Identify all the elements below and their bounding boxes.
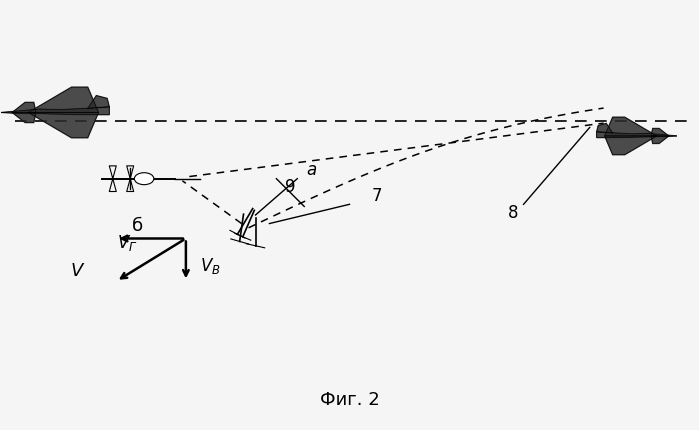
Text: 8: 8: [508, 204, 519, 222]
Polygon shape: [651, 129, 669, 136]
Polygon shape: [29, 113, 99, 138]
Text: $V_{Г}$: $V_{Г}$: [117, 233, 137, 253]
Polygon shape: [12, 113, 36, 123]
Polygon shape: [605, 117, 656, 136]
Polygon shape: [87, 95, 109, 108]
Polygon shape: [12, 102, 36, 113]
Text: 9: 9: [285, 178, 296, 196]
Circle shape: [134, 173, 154, 184]
Text: a: a: [306, 161, 317, 179]
Polygon shape: [605, 136, 656, 155]
Polygon shape: [597, 132, 677, 138]
Text: Фиг. 2: Фиг. 2: [319, 391, 380, 409]
Polygon shape: [597, 123, 612, 133]
Text: $V_{В}$: $V_{В}$: [200, 256, 220, 276]
Text: $V$: $V$: [71, 261, 86, 280]
Polygon shape: [1, 107, 109, 115]
Polygon shape: [651, 136, 669, 144]
Polygon shape: [29, 87, 99, 113]
Text: 7: 7: [372, 187, 382, 205]
Text: б: б: [131, 217, 143, 235]
